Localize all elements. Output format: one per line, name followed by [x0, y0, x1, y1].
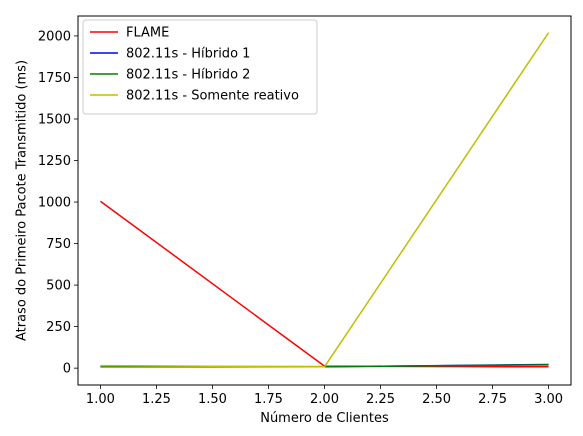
y-tick-label: 500 [46, 279, 71, 294]
legend: FLAME 802.11s - Híbrido 1 802.11s - Híbrid… [82, 19, 318, 115]
y-tick-label: 750 [46, 237, 71, 252]
legend-items: FLAME 802.11s - Híbrido 1 802.11s - Híbrid… [90, 26, 299, 104]
x-tick-label: 1.00 [86, 392, 115, 407]
legend-box [82, 19, 318, 115]
y-tick-label: 250 [46, 320, 71, 335]
x-axis-ticks: 1.00 1.25 1.50 1.75 2.00 2.25 2.50 2.75 3.00 [86, 385, 563, 407]
x-tick-label: 2.00 [310, 392, 339, 407]
y-tick-label: 1750 [38, 71, 71, 86]
y-tick-label: 1000 [38, 196, 71, 211]
y-tick-label: 1250 [38, 154, 71, 169]
x-tick-label: 2.25 [366, 392, 395, 407]
x-tick-label: 1.75 [254, 392, 283, 407]
x-tick-label: 1.50 [198, 392, 227, 407]
x-tick-label: 3.00 [534, 392, 563, 407]
series-line-3 [100, 32, 550, 368]
legend-label-2: 802.11s - Híbrido 2 [126, 68, 250, 83]
x-axis-label: Número de Clientes [260, 411, 389, 426]
legend-label-1: 802.11s - Híbrido 1 [126, 47, 250, 62]
legend-label-3: 802.11s - Somente reativo [126, 89, 299, 104]
y-axis-label: Atraso do Primeiro Pacote Transmitido (m… [15, 60, 30, 341]
x-tick-label: 1.25 [142, 392, 171, 407]
legend-label-0: FLAME [126, 26, 169, 41]
y-tick-label: 1500 [38, 112, 71, 127]
plot-lines [99, 32, 550, 368]
y-tick-label: 2000 [38, 29, 71, 44]
x-tick-label: 2.50 [422, 392, 451, 407]
y-tick-label: 0 [63, 362, 71, 377]
y-axis-ticks: 0 250 500 750 1000 1250 1500 1750 2000 [38, 29, 78, 377]
x-tick-label: 2.75 [478, 392, 507, 407]
